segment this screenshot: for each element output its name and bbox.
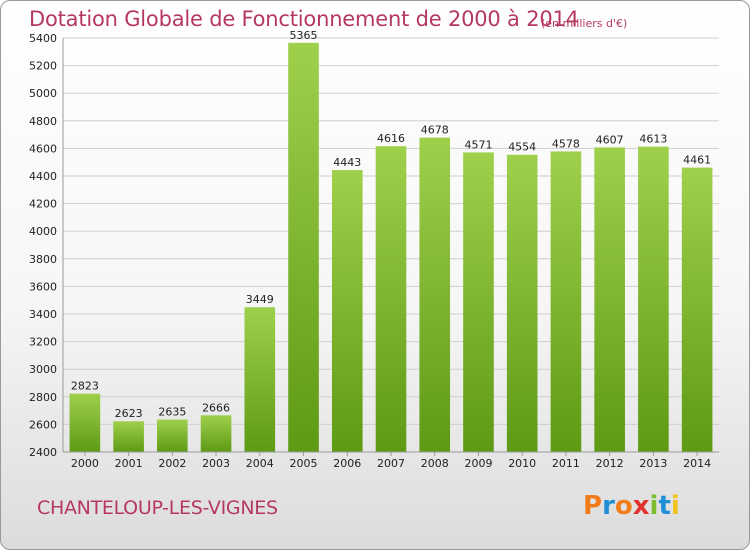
x-tick-label: 2000	[71, 457, 99, 470]
y-tick-label: 3200	[29, 336, 57, 349]
data-label: 2823	[71, 380, 99, 393]
x-tick-label: 2007	[377, 457, 405, 470]
data-label: 3449	[246, 293, 274, 306]
commune-name: CHANTELOUP-LES-VIGNES	[37, 497, 278, 519]
y-tick-label: 3800	[29, 253, 57, 266]
data-label: 4571	[464, 138, 492, 151]
x-tick-label: 2013	[639, 457, 667, 470]
bar	[638, 146, 669, 452]
data-label: 4616	[377, 132, 405, 145]
bars	[69, 42, 713, 453]
data-label: 2635	[158, 406, 186, 419]
y-tick-label: 5000	[29, 87, 57, 100]
x-tick-label: 2002	[158, 457, 186, 470]
axes: 2400 2600 2800 3000 3200 3400 3600 3800 4000 4200…	[29, 29, 719, 470]
data-label: 4461	[683, 154, 711, 167]
y-tick-label: 2400	[29, 446, 57, 459]
data-label: 2623	[115, 407, 143, 420]
bar	[69, 393, 101, 452]
bar	[200, 415, 232, 452]
x-tick-label: 2001	[115, 457, 143, 470]
logo-letter: i	[649, 491, 659, 521]
data-label: 4554	[508, 141, 536, 154]
x-tick-label: 2011	[552, 457, 580, 470]
data-label: 4613	[639, 133, 667, 146]
y-tick-label: 4200	[29, 198, 57, 211]
y-tick-label: 5400	[29, 32, 57, 45]
x-tick-label: 2008	[421, 457, 449, 470]
chart-unit-note: (en milliers d'€)	[541, 17, 628, 30]
proxiti-logo: Proxiti	[583, 491, 680, 521]
data-label: 4443	[333, 156, 361, 169]
y-tick-label: 3400	[29, 308, 57, 321]
bar	[375, 146, 407, 452]
x-tick-label: 2009	[464, 457, 492, 470]
bar	[331, 170, 363, 453]
data-label: 5365	[290, 29, 318, 42]
y-tick-label: 4600	[29, 142, 57, 155]
logo-letter: t	[658, 491, 671, 521]
y-tick-label: 2800	[29, 391, 57, 404]
x-tick-label: 2004	[246, 457, 274, 470]
y-tick-label: 3600	[29, 280, 57, 293]
x-tick-label: 2005	[290, 457, 318, 470]
bar	[463, 152, 494, 453]
chart-title: Dotation Globale de Fonctionnement de 20…	[29, 7, 579, 31]
bar	[550, 151, 582, 452]
logo-letter: x	[632, 491, 650, 521]
x-tick-label: 2014	[683, 457, 711, 470]
y-tick-label: 3000	[29, 363, 57, 376]
bar	[288, 42, 319, 452]
logo-letter: i	[670, 491, 680, 521]
x-tick-label: 2003	[202, 457, 230, 470]
bar	[681, 167, 713, 452]
bar	[506, 154, 538, 453]
logo-letter: P	[583, 491, 603, 521]
x-tick-label: 2012	[596, 457, 624, 470]
x-tick-label: 2010	[508, 457, 536, 470]
bar	[419, 137, 451, 453]
x-tick-label: 2006	[333, 457, 361, 470]
data-label: 4678	[421, 124, 449, 137]
bar	[594, 147, 625, 452]
y-tick-label: 4400	[29, 170, 57, 183]
y-tick-label: 2600	[29, 418, 57, 431]
y-tick-label: 5200	[29, 60, 57, 73]
data-label: 2666	[202, 401, 230, 414]
bar	[113, 421, 144, 452]
bar	[244, 307, 276, 452]
data-label: 4578	[552, 137, 580, 150]
bar	[157, 419, 188, 452]
data-label: 4607	[596, 133, 624, 146]
logo-letter: o	[614, 491, 633, 521]
logo-letter: r	[602, 491, 615, 521]
y-tick-label: 4800	[29, 115, 57, 128]
y-tick-label: 4000	[29, 225, 57, 238]
